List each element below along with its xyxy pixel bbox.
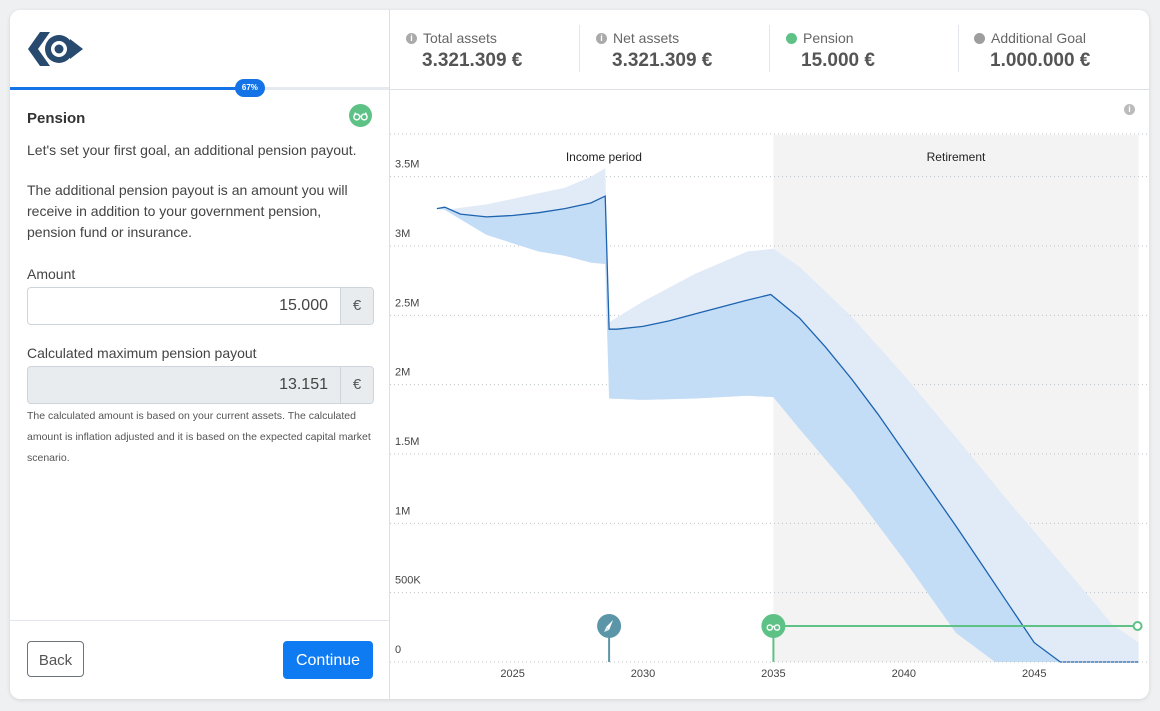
stat-additional-goal: Additional Goal 1.000.000 €	[959, 10, 1149, 89]
y-tick-label: 3.5M	[395, 159, 419, 171]
info-icon[interactable]: i	[596, 32, 607, 44]
amount-field[interactable]: 15.000 €	[27, 287, 374, 325]
pension-dot-icon	[786, 32, 797, 44]
max-payout-label: Calculated maximum pension payout	[27, 345, 257, 361]
divider	[579, 25, 580, 72]
x-tick-label: 2025	[500, 668, 524, 680]
goal-intro: Let's set your first goal, an additional…	[27, 142, 357, 158]
period-label: Income period	[566, 150, 642, 164]
stat-label: Additional Goal	[991, 30, 1086, 46]
max-payout-value: 13.151	[279, 376, 328, 393]
rocket-body	[606, 620, 614, 630]
x-tick-label: 2045	[1022, 668, 1046, 680]
asset-projection-chart: Income period Retirement 0 500K 1M 1.5M 2M 2.5M…	[390, 90, 1149, 699]
median-line	[436, 195, 1139, 663]
glasses-bridge	[771, 625, 775, 628]
calculation-note: The calculated amount is based on your c…	[27, 410, 371, 464]
rocket-flame	[604, 627, 610, 632]
y-tick-label: 3M	[395, 228, 410, 240]
panel-footer: Back Continue	[10, 620, 389, 699]
goal-dot-icon	[974, 32, 985, 44]
y-tick-label: 0	[395, 644, 401, 656]
stat-net-assets: i Net assets 3.321.309 €	[580, 10, 770, 89]
y-tick-label: 2M	[395, 367, 410, 379]
inner-band-area	[436, 196, 1139, 662]
stat-label: Net assets	[613, 30, 680, 46]
stat-value: 3.321.309 €	[612, 50, 713, 71]
overview-panel: i Total assets 3.321.309 € i Net assets …	[390, 10, 1149, 699]
glasses-lens	[766, 624, 774, 631]
goal-panel: 67% Pension Let's set your first goal, a…	[10, 10, 390, 699]
amount-label: Amount	[27, 266, 76, 282]
progress-badge: 67%	[234, 79, 265, 97]
stat-total-assets: i Total assets 3.321.309 €	[390, 10, 580, 89]
max-payout-field: 13.151 €	[27, 366, 374, 404]
divider	[958, 25, 959, 72]
back-button[interactable]: Back	[27, 641, 84, 677]
info-icon[interactable]: i	[406, 32, 417, 44]
stat-label: Total assets	[423, 30, 497, 46]
period-label: Retirement	[927, 150, 986, 164]
chart-svg: Income period Retirement 0 500K 1M 1.5M 2M 2.5M…	[390, 133, 1149, 680]
asset-summary-header: i Total assets 3.321.309 € i Net assets …	[390, 10, 1149, 90]
stat-label: Pension	[803, 30, 854, 46]
brand-logo-icon	[28, 32, 83, 66]
x-tick-label: 2040	[892, 668, 916, 680]
x-tick-label: 2035	[761, 668, 785, 680]
progress-fill	[10, 87, 249, 90]
goal-title: Pension	[27, 110, 86, 127]
glasses-lens	[773, 624, 781, 631]
x-tick-label: 2030	[631, 668, 655, 680]
stat-value: 15.000 €	[801, 50, 875, 71]
max-payout-currency: €	[340, 367, 373, 403]
main-card: 67% Pension Let's set your first goal, a…	[10, 10, 1149, 699]
y-tick-label: 500K	[395, 575, 421, 587]
pension-goal-end-marker	[1132, 621, 1143, 631]
chart-info-icon[interactable]: i	[1124, 104, 1135, 115]
stat-value: 1.000.000 €	[990, 50, 1091, 71]
glasses-icon	[349, 104, 372, 127]
stat-value: 3.321.309 €	[422, 50, 523, 71]
amount-input[interactable]: 15.000	[279, 297, 328, 314]
stat-pension: Pension 15.000 €	[770, 10, 959, 89]
amount-currency: €	[340, 288, 373, 324]
progress-bar: 67%	[10, 79, 389, 97]
y-tick-label: 1M	[395, 505, 410, 517]
y-tick-label: 1.5M	[395, 436, 419, 448]
goal-description: The additional pension payout is an amou…	[27, 182, 348, 240]
continue-button[interactable]: Continue	[283, 641, 373, 679]
divider	[769, 25, 770, 72]
y-tick-label: 2.5M	[395, 297, 419, 309]
